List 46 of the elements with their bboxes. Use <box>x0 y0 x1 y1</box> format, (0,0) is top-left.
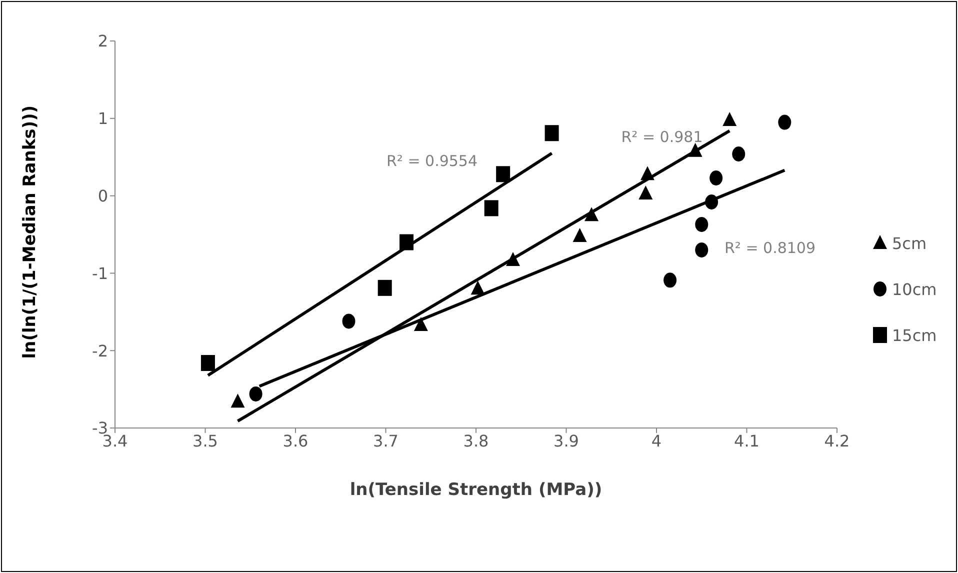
point <box>688 142 702 157</box>
y-axis-title: ln(ln(1/(1-Median Ranks))) <box>20 104 40 361</box>
point <box>722 112 737 126</box>
x-tick-label: 3.7 <box>373 431 398 450</box>
x-tick-label: 3.9 <box>554 431 579 450</box>
point <box>414 317 428 332</box>
point <box>572 228 587 242</box>
point <box>484 200 498 216</box>
y-tick-label: 2 <box>98 32 108 51</box>
annotation: R² = 0.8109 <box>724 238 816 258</box>
y-tick-label: -1 <box>92 264 108 283</box>
point <box>778 114 792 130</box>
x-tick-label: 4.2 <box>824 431 850 450</box>
point <box>710 170 723 186</box>
legend-label: 15cm <box>892 326 937 344</box>
y-tick-label: 1 <box>98 109 108 128</box>
point <box>664 272 677 288</box>
x-tick-label: 4 <box>651 431 662 450</box>
point <box>200 354 215 371</box>
point <box>249 386 262 402</box>
point <box>695 242 708 258</box>
x-tick-label: 3.8 <box>463 431 489 450</box>
point <box>230 394 245 408</box>
point <box>496 166 510 182</box>
point <box>640 166 654 180</box>
point <box>400 234 414 250</box>
legend-label: 5cm <box>892 234 927 252</box>
point <box>695 216 708 232</box>
point <box>638 185 653 200</box>
x-axis-title: ln(Tensile Strength (MPa)) <box>348 480 604 500</box>
y-tick-label: -2 <box>92 341 108 360</box>
x-tick-label: 3.5 <box>192 431 218 450</box>
point <box>506 252 520 266</box>
annotation: R² = 0.9554 <box>386 151 478 171</box>
x-tick-label: 3.6 <box>282 431 308 450</box>
point <box>342 314 356 329</box>
legend-label: 10cm <box>892 280 937 298</box>
point <box>544 125 559 142</box>
point <box>705 194 718 210</box>
point <box>584 207 599 222</box>
point <box>470 280 485 295</box>
y-tick-label: 0 <box>98 186 108 206</box>
annotation: R² = 0.981 <box>621 127 703 147</box>
point <box>732 146 746 162</box>
point <box>378 280 392 296</box>
x-tick-label: 4.1 <box>734 431 760 450</box>
